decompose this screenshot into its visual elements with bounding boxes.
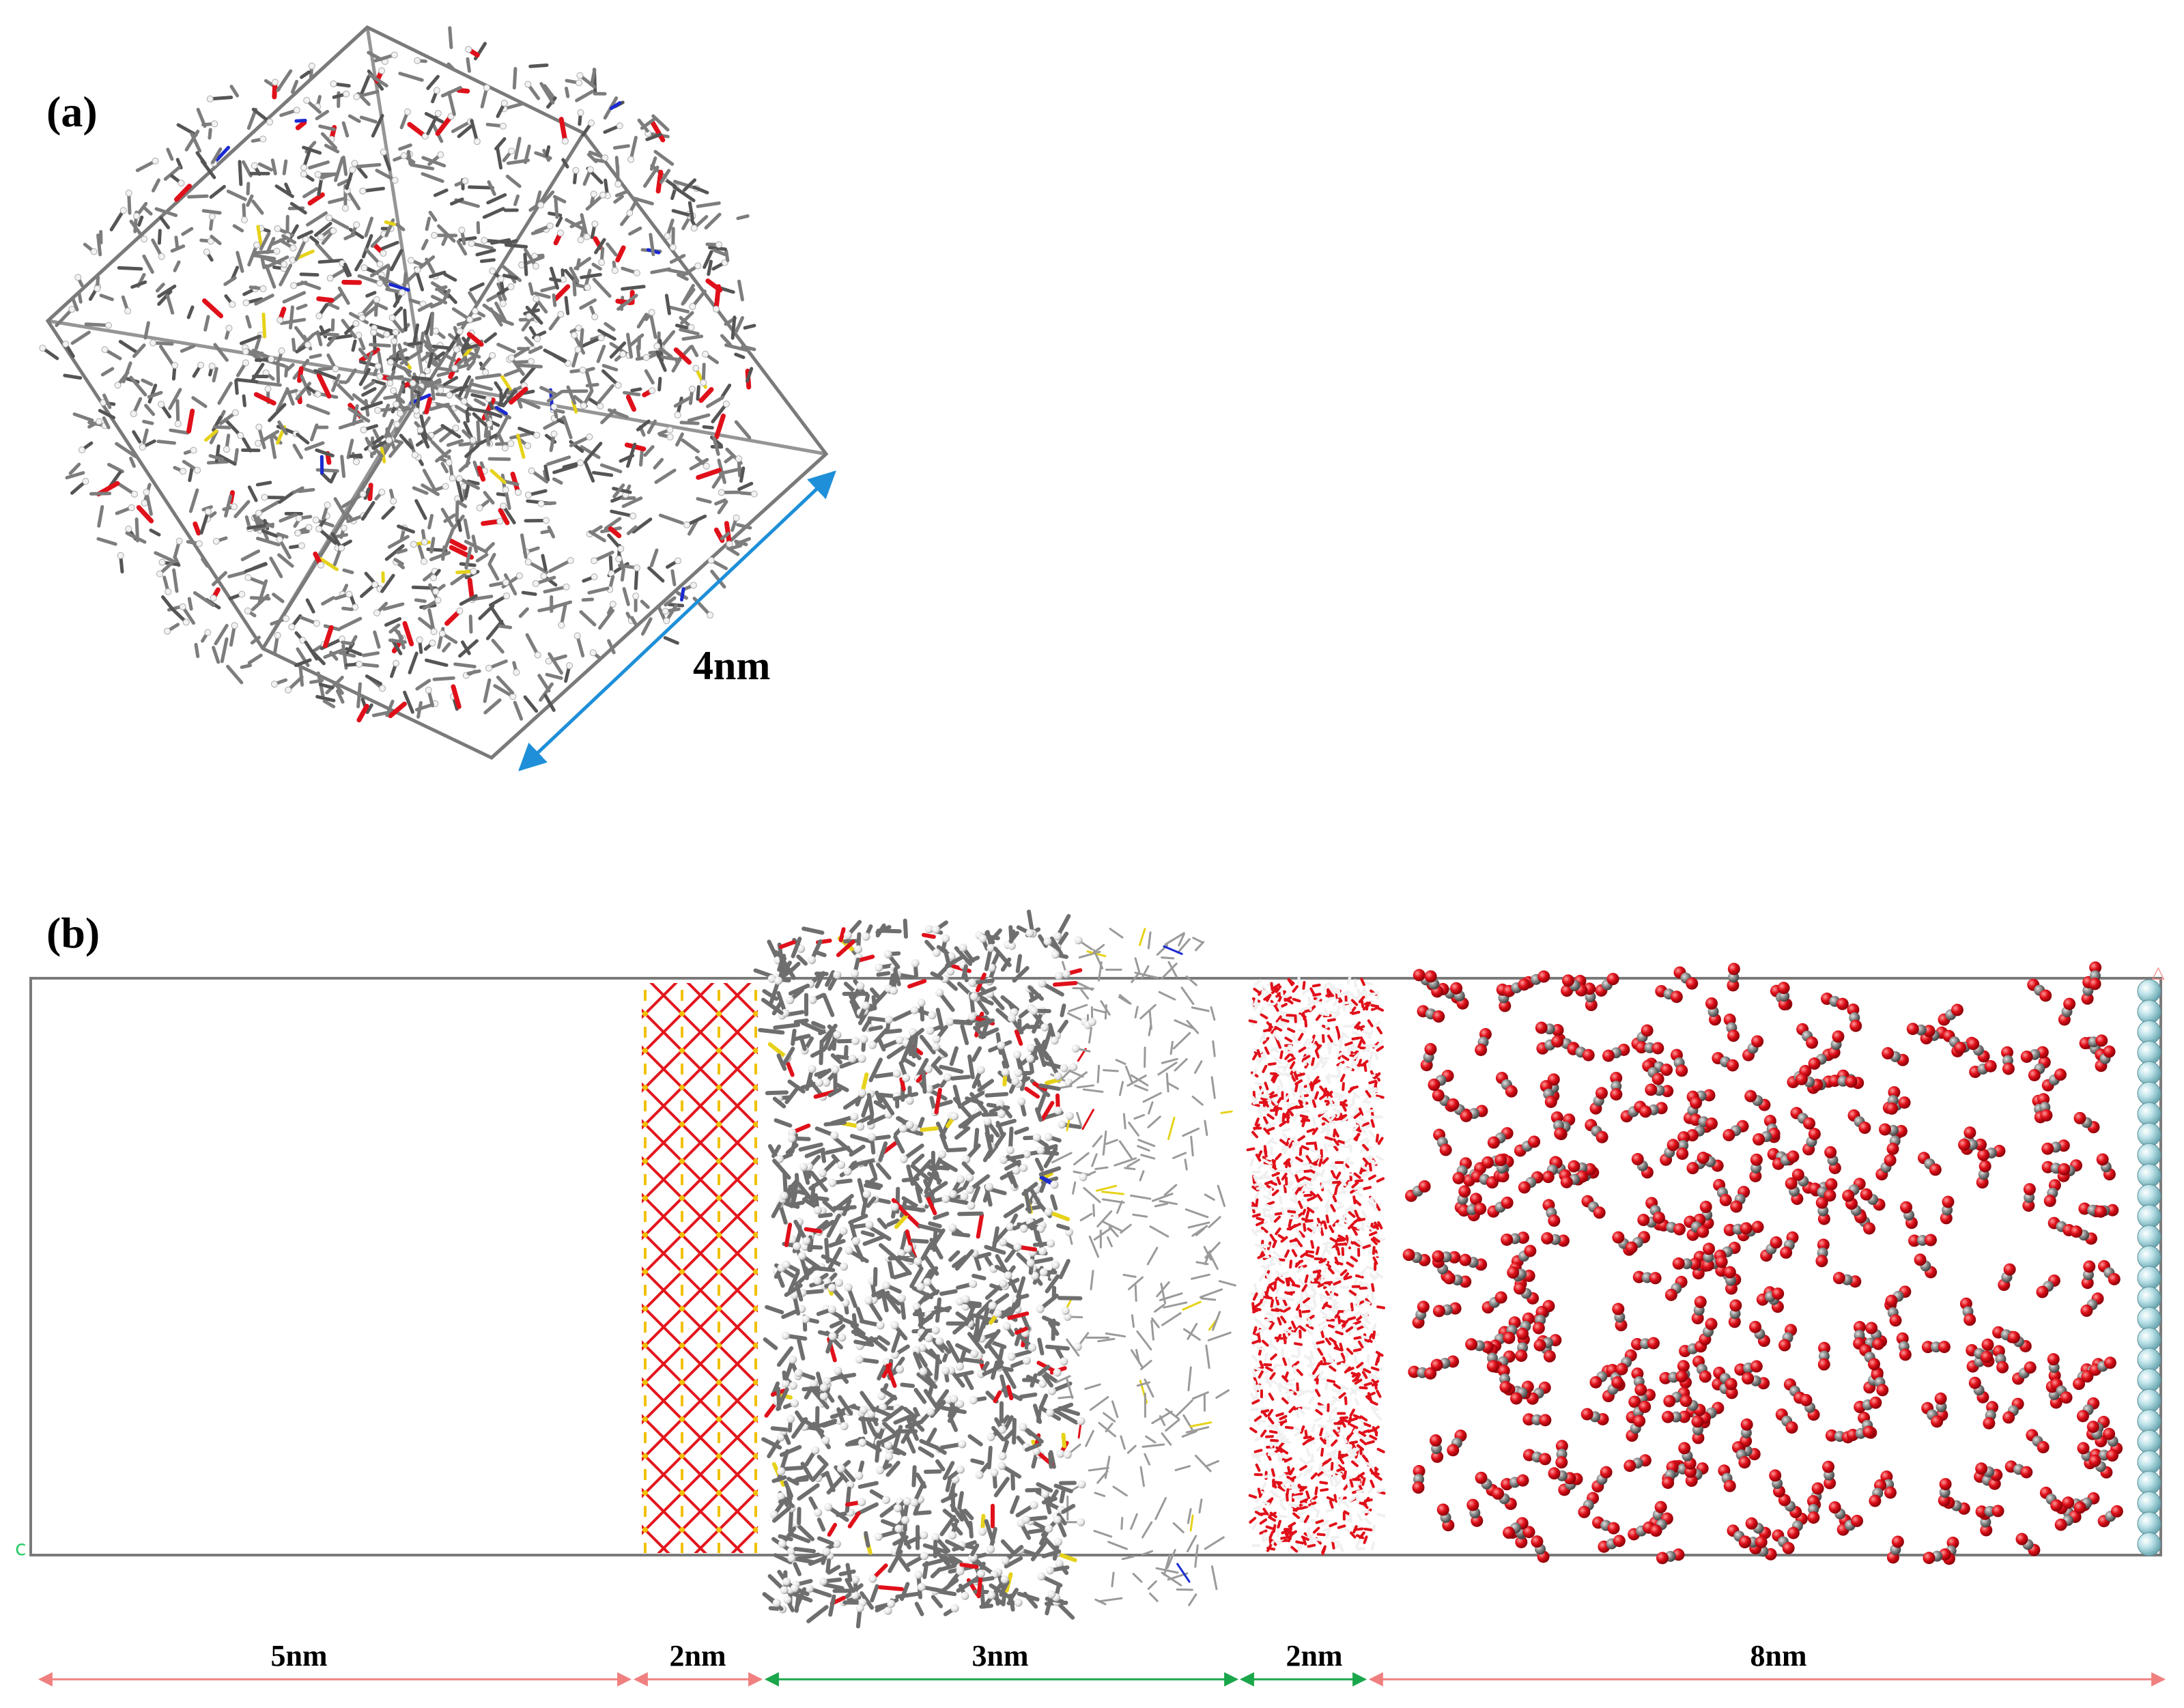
panel-b-label: (b) (46, 909, 100, 957)
graphite-wall (2137, 979, 2161, 1556)
oil-molecule-layer (753, 909, 1236, 1629)
segment-label-4: 2nm (1286, 1639, 1342, 1673)
segment-label-5: 8nm (1750, 1639, 1806, 1673)
panel-a-label: (a) (46, 87, 98, 136)
axis-marker-left: c (15, 1537, 27, 1561)
silica-crystal-layer (642, 983, 758, 1553)
panel-b: (b) c △ 5nm 2nm 3nm 2nm 8nm (15, 909, 2166, 1687)
panel-b-simulation-box (29, 977, 2162, 1556)
segment-label-3: 3nm (972, 1639, 1028, 1673)
segment-label-2: 2nm (669, 1639, 726, 1673)
segment-label-1: 5nm (270, 1639, 327, 1673)
segment-dimension-arrows: 5nm 2nm 3nm 2nm 8nm (38, 1639, 2166, 1687)
co2-gas-region (1402, 961, 2123, 1565)
panel-a-dimension-label: 4nm (693, 643, 770, 688)
panel-a: (a) 4nm (39, 25, 836, 771)
panel-a-dimension-arrow (518, 470, 836, 771)
water-layer (1246, 976, 1386, 1556)
axis-marker-top-right: △ (2152, 963, 2165, 982)
